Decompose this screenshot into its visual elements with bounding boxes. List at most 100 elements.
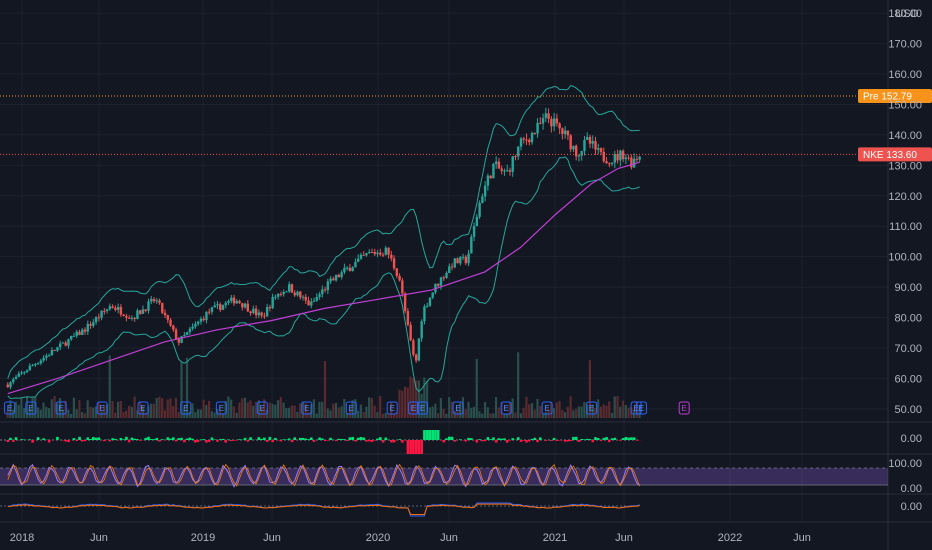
histogram-bar [354, 440, 357, 442]
volume-bar [56, 403, 59, 418]
histogram-bar [260, 438, 263, 440]
volume-bar [268, 402, 271, 418]
candle-body [384, 247, 387, 255]
earnings-marker[interactable]: E [55, 401, 67, 415]
volume-bar [489, 413, 492, 418]
earnings-marker[interactable]: E [541, 401, 553, 415]
histogram-bar [199, 439, 203, 440]
histogram-bar [414, 440, 418, 454]
candle-body [558, 123, 561, 129]
volume-bar [425, 381, 429, 418]
earnings-marker[interactable]: E [256, 401, 268, 415]
candle-body [318, 294, 321, 297]
histogram-bar [370, 440, 374, 442]
price-axis[interactable]: 180.00 170.00 160.00 150.00 140.00 130.00 120.… [888, 8, 922, 513]
histogram-bar [138, 440, 142, 441]
currency-label[interactable]: USD [895, 8, 918, 20]
candle-body [116, 306, 120, 310]
histogram-bar [624, 437, 628, 440]
histogram-bar [6, 440, 10, 443]
earnings-marker[interactable]: E [25, 401, 37, 415]
volume-bar [172, 406, 175, 418]
earnings-marker[interactable]: E [180, 401, 192, 415]
pre-price-badge[interactable]: Pre 152.79 [858, 88, 932, 103]
earnings-marker[interactable]: E [586, 401, 598, 415]
histogram-bar [337, 438, 341, 440]
candle-body [420, 321, 423, 339]
earnings-marker[interactable]: E [417, 401, 428, 415]
earnings-marker[interactable]: E [408, 401, 420, 415]
volume-bar [343, 399, 346, 418]
volume-bar [448, 397, 451, 418]
candle-body [260, 312, 263, 316]
histogram-bar [133, 438, 136, 440]
earnings-marker[interactable]: E [96, 401, 108, 415]
histogram-bar [152, 439, 156, 440]
earnings-marker[interactable]: E [301, 401, 313, 415]
time-tick-label: Jun [440, 532, 458, 544]
volume-bar [536, 398, 539, 418]
candle-body [163, 312, 167, 316]
volume-bar [161, 398, 164, 418]
candle-body [321, 289, 324, 295]
earnings-marker[interactable]: E [452, 401, 464, 415]
earnings-marker[interactable]: E [215, 401, 227, 415]
earnings-marker[interactable]: E [137, 401, 149, 415]
histogram-bar [202, 439, 205, 440]
volume-bar [409, 376, 412, 418]
candle-body [354, 261, 357, 268]
candle-body [439, 277, 443, 286]
histogram-bar [381, 440, 385, 443]
histogram-bar [428, 430, 432, 440]
candle-body [563, 130, 567, 134]
histogram-bar [80, 440, 84, 442]
earnings-marker[interactable]: E [635, 401, 647, 415]
candle-body [23, 372, 26, 374]
candle-body [588, 137, 592, 144]
earnings-marker[interactable]: E [678, 401, 690, 415]
volume-bar [174, 397, 178, 418]
nke-price-badge[interactable]: NKE 133.60 [858, 147, 932, 162]
time-axis[interactable]: 2018 Jun 2019 Jun 2020 Jun 2021 Jun 2022 Jun [10, 532, 811, 544]
volume-bar [503, 413, 506, 418]
histogram-bar [445, 438, 448, 440]
histogram-bar [458, 439, 462, 440]
candle-body [514, 156, 517, 158]
histogram-bar [122, 439, 125, 440]
earnings-marker[interactable]: E [345, 401, 357, 415]
volume-bar [602, 404, 605, 418]
volume-bar [541, 413, 545, 418]
candle-body [574, 145, 578, 157]
time-tick-label: Jun [793, 532, 811, 544]
earnings-marker[interactable]: E [386, 401, 398, 415]
time-tick-label: 2018 [10, 532, 34, 544]
candle-body [475, 216, 479, 227]
histogram-bar [158, 440, 161, 442]
candle-body [627, 157, 630, 159]
price-tick-label: 160.00 [888, 69, 922, 81]
candle-body [12, 379, 15, 383]
svg-text:E: E [681, 404, 686, 413]
earnings-marker[interactable]: E [500, 401, 512, 415]
candle-body [478, 202, 481, 217]
histogram-bar [619, 440, 622, 441]
candle-body [36, 363, 40, 365]
volume-bar [442, 408, 445, 418]
earnings-marker[interactable]: E [4, 401, 16, 415]
volume-bar [583, 401, 586, 418]
histogram-bar [585, 438, 589, 440]
histogram-bar [221, 438, 225, 440]
histogram-bar [566, 440, 570, 442]
volume-bar [119, 400, 122, 418]
volume-bar [207, 400, 211, 418]
candle-body [566, 130, 570, 136]
volume-bar [213, 412, 216, 418]
candle-body [610, 162, 614, 164]
candle-body [586, 137, 589, 140]
candle-body [486, 175, 490, 186]
volume-bar [152, 403, 156, 418]
histogram-bar [216, 440, 219, 442]
